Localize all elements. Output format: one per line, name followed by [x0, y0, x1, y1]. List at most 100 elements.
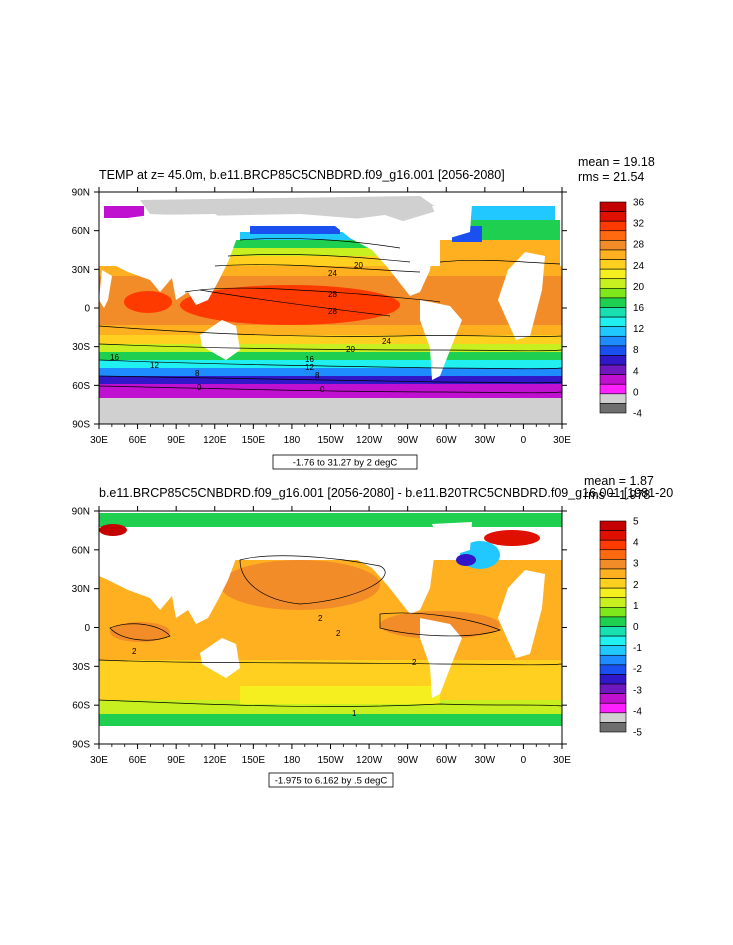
panel-b-x-tick-label: 120E: [203, 755, 227, 766]
panel-a-colorbar-label: 12: [633, 324, 645, 335]
contour-label-24-south: 24: [382, 337, 391, 346]
panel-b-contour-info: -1.975 to 6.162 by .5 degC: [275, 776, 388, 787]
panel-a-rms: rms = 21.54: [578, 170, 644, 184]
panel-b-colorbar-swatch: [599, 626, 627, 637]
panel-a-contours: [99, 238, 562, 394]
panel-b-y-tick-label: 30S: [72, 662, 90, 673]
panel-a-colorbar-swatch: [599, 326, 627, 337]
panel-a-colorbar-swatch: [599, 259, 627, 270]
panel-difference: b.e11.BRCP85C5CNBDRD.f09_g16.001 [2056-2…: [72, 474, 673, 788]
panel-a-colorbar-label: 32: [633, 219, 645, 230]
contour-label-20-north: 20: [354, 261, 363, 270]
panel-b-colorbar-label: -4: [633, 706, 642, 717]
panel-a-colorbar-label: 4: [633, 366, 639, 377]
panel-b-colorbar-swatch: [599, 635, 627, 646]
panel-a-colorbar: 36 32 28 24 20 16 12 8 4 0 -4: [599, 198, 645, 420]
panel-a-colorbar-label: 0: [633, 387, 639, 398]
panel-a-colorbar-swatch: [599, 383, 627, 395]
panel-b-colorbar-label: 2: [633, 580, 639, 591]
panel-a-x-tick-label: 60W: [436, 435, 457, 446]
panel-b-x-tick-label: 30E: [90, 755, 108, 766]
panel-b-x-tick-label: 0: [521, 755, 527, 766]
panel-a-colorbar-swatch: [599, 393, 627, 404]
panel-b-colorbar-swatch: [599, 722, 627, 733]
antarctica-mask: [99, 398, 562, 424]
contour-label-1: 1: [352, 709, 357, 718]
panel-a-contour-info: -1.76 to 31.27 by 2 degC: [293, 458, 398, 469]
south-america-land: [420, 300, 462, 380]
panel-a-colorbar-swatch: [599, 345, 627, 356]
panel-a-colorbar-swatch: [599, 364, 627, 375]
panel-b-title: b.e11.BRCP85C5CNBDRD.f09_g16.001 [2056-2…: [99, 486, 673, 500]
panel-a-colorbar-label: 20: [633, 282, 645, 293]
panel-a-colorbar-swatch: [599, 288, 627, 299]
panel-a-colorbar-swatch: [599, 268, 627, 280]
panel-b-colorbar-swatch: [599, 664, 627, 675]
panel-b-x-tick-label: 90E: [167, 755, 185, 766]
panel-b-colorbar-label: 4: [633, 538, 639, 549]
north-america-land: [330, 215, 435, 296]
panel-a-x-tick-label: 0: [521, 435, 527, 446]
asia-land: [99, 214, 240, 305]
panel-a-y-tick-label: 60S: [72, 381, 90, 392]
panel-a-y-tick-label: 60N: [72, 226, 90, 237]
panel-b-colorbar-swatch: [599, 530, 627, 541]
panel-a-colorbar-swatch: [599, 316, 627, 327]
panel-a-x-tick-label: 30E: [90, 435, 108, 446]
panel-b-y-tick-label: 90S: [72, 740, 90, 751]
panel-a-colorbar-swatch: [599, 335, 627, 347]
panel-a-colorbar-swatch: [599, 297, 627, 308]
panel-a-colorbar-label: 36: [633, 198, 645, 209]
panel-b-y-tick-label: 60S: [72, 701, 90, 712]
contour-label-20-south: 20: [346, 345, 355, 354]
panel-b-colorbar-label: -1: [633, 643, 642, 654]
panel-a-colorbar-swatch: [599, 374, 627, 385]
panel-b-colorbar-label: 3: [633, 559, 639, 570]
panel-b-x-tick-label: 30W: [475, 755, 496, 766]
panel-a-axes: 30E 60E 90E 120E 150E 180 150W 120W 90W 60W 30W 0 30…: [72, 187, 571, 446]
contour-label-16-east: 16: [305, 355, 314, 364]
panel-a-y-tick-label: 90S: [72, 420, 90, 431]
panel-b-colorbar-label: 1: [633, 601, 639, 612]
panel-b-colorbar-swatch: [599, 587, 627, 599]
panel-b-colorbar-label: -2: [633, 664, 642, 675]
panel-b-mean: mean = 1.87: [584, 474, 654, 488]
panel-b-colorbar-swatch: [599, 597, 627, 608]
warm-pool: [180, 285, 400, 325]
panel-a-title: TEMP at z= 45.0m, b.e11.BRCP85C5CNBDRD.f…: [99, 168, 505, 182]
panel-b-colorbar-label: -3: [633, 685, 642, 696]
panel-b-rms: rms = 1.978: [584, 488, 650, 502]
panel-a-x-tick-label: 90E: [167, 435, 185, 446]
australia-land: [200, 320, 240, 360]
contour-label-28-b: 28: [328, 307, 337, 316]
panel-a-x-tick-label: 90W: [397, 435, 418, 446]
africa-land: [498, 252, 545, 340]
contour-label-8-east: 8: [315, 371, 320, 380]
panel-a-mean: mean = 19.18: [578, 155, 655, 169]
contour-label-12-east: 12: [305, 363, 314, 372]
panel-a-x-tick-label: 120E: [203, 435, 227, 446]
panel-b-colorbar-swatch: [599, 539, 627, 551]
panel-a-x-tick-label: 30W: [475, 435, 496, 446]
panel-b-y-tick-label: 0: [84, 623, 90, 634]
contour-label-12-west: 12: [150, 361, 159, 370]
contour-label-28-a: 28: [328, 290, 337, 299]
panel-b-colorbar: 5 4 3 2 1 0 -1 -2 -3 -4 -5: [599, 517, 642, 739]
panel-a-map: 24 28 28 20 24 20 16 16 12 12 8 8 0 0: [99, 192, 562, 424]
panel-temperature: TEMP at z= 45.0m, b.e11.BRCP85C5CNBDRD.f…: [72, 155, 655, 470]
panel-b-colorbar-swatch: [599, 645, 627, 656]
panel-a-colorbar-swatch: [599, 240, 627, 251]
contour-label-0-east: 0: [320, 385, 325, 394]
panel-b-x-tick-label: 150E: [242, 755, 266, 766]
panel-a-colorbar-label: 8: [633, 345, 639, 356]
panel-b-map: 2 2 2 2 1: [99, 511, 562, 744]
panel-b-x-tick-label: 120W: [356, 755, 383, 766]
panel-b-colorbar-swatch: [599, 607, 627, 618]
panel-b-y-tick-label: 90N: [72, 507, 90, 518]
panel-b-axes: 30E 60E 90E 120E 150E 180 150W 120W 90W 60W 30W 0 30…: [72, 506, 571, 766]
contour-label-8-west: 8: [195, 369, 200, 378]
panel-a-colorbar-swatch: [599, 220, 627, 232]
panel-b-colorbar-swatch: [599, 712, 627, 723]
panel-a-x-tick-label: 60E: [129, 435, 147, 446]
panel-a-colorbar-swatch: [599, 211, 627, 222]
